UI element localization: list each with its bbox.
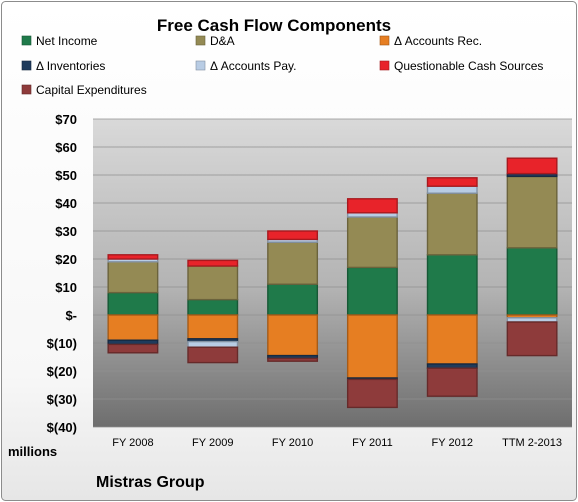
- legend-swatch-capital-expenditures: [21, 84, 32, 95]
- y-axis: $70 $60 $50 $40 $30 $20 $10 $- $(10) $(20) $(30) $(…: [47, 112, 77, 435]
- legend-swatch-inventories: [21, 60, 32, 71]
- bar-capital-expenditures-fy-2008: [107, 343, 159, 354]
- bar-stack-fy-2012: [426, 177, 478, 397]
- plot-area: [93, 119, 572, 427]
- bar-stack-fy-2009: [187, 259, 239, 364]
- bar-capital-expenditures-fy-2009: [187, 346, 239, 364]
- y-tick-label: $60: [55, 140, 77, 155]
- bar-d-a-fy-2008: [107, 261, 159, 294]
- x-tick-label: FY 2012: [432, 437, 473, 449]
- legend-label-net-income: Net Income: [36, 34, 98, 48]
- bar-accounts-rec-fy-2010: [267, 314, 319, 357]
- bar-stack-fy-2008: [107, 254, 159, 354]
- legend-label-d-a: D&A: [210, 34, 235, 48]
- bar-net-income-fy-2010: [267, 283, 319, 316]
- bar-accounts-rec-fy-2012: [426, 314, 478, 365]
- x-tick-label: FY 2010: [272, 437, 313, 449]
- bar-questionable-cash-sources-fy-2010: [267, 230, 319, 241]
- bar-capital-expenditures-fy-2012: [426, 367, 478, 397]
- chart-title: Free Cash Flow Components: [157, 16, 391, 35]
- bar-d-a-ttm-2-2013: [506, 175, 558, 249]
- bar-d-a-fy-2012: [426, 192, 478, 256]
- gridlines: [93, 118, 572, 428]
- legend-label-accounts-pay: Δ Accounts Pay.: [210, 59, 297, 73]
- bar-stack-fy-2010: [267, 230, 319, 362]
- bar-accounts-pay-fy-2012: [426, 185, 478, 194]
- legend-swatch-accounts-rec: [379, 35, 390, 46]
- bar-accounts-rec-fy-2011: [346, 314, 398, 379]
- legend-swatch-net-income: [21, 35, 32, 46]
- bar-questionable-cash-sources-fy-2011: [346, 198, 398, 214]
- y-tick-label: $(30): [47, 392, 77, 407]
- legend-swatch-d-a: [195, 35, 206, 46]
- legend-swatch-accounts-pay: [195, 60, 206, 71]
- y-axis-unit-label: millions: [8, 444, 57, 459]
- bar-questionable-cash-sources-fy-2008: [107, 254, 159, 260]
- x-tick-label: FY 2011: [352, 437, 393, 449]
- legend: Net Income D&A Δ Accounts Rec. Δ Inventorie…: [21, 34, 543, 97]
- y-tick-label: $70: [55, 112, 77, 127]
- legend-label-inventories: Δ Inventories: [36, 59, 105, 73]
- x-axis: FY 2008 FY 2009 FY 2010 FY 2011 FY 2012 TTM 2…: [112, 437, 562, 449]
- bar-stack-fy-2011: [346, 198, 398, 409]
- bar-accounts-rec-fy-2009: [187, 314, 239, 340]
- x-tick-label: FY 2008: [112, 437, 153, 449]
- y-tick-label: $-: [65, 308, 77, 323]
- bar-accounts-rec-fy-2008: [107, 314, 159, 341]
- bar-d-a-fy-2009: [187, 265, 239, 301]
- bar-net-income-fy-2012: [426, 254, 478, 316]
- bar-d-a-fy-2010: [267, 241, 319, 285]
- y-tick-label: $50: [55, 168, 77, 183]
- y-tick-label: $(10): [47, 336, 77, 351]
- bar-questionable-cash-sources-fy-2012: [426, 177, 478, 187]
- bar-accounts-pay-fy-2009: [187, 340, 239, 348]
- bar-questionable-cash-sources-ttm-2-2013: [506, 157, 558, 175]
- bar-net-income-ttm-2-2013: [506, 247, 558, 316]
- legend-swatch-questionable-cash-sources: [379, 60, 390, 71]
- legend-label-capital-expenditures: Capital Expenditures: [36, 83, 147, 97]
- bar-capital-expenditures-ttm-2-2013: [506, 321, 558, 357]
- bar-net-income-fy-2008: [107, 291, 159, 316]
- y-tick-label: $10: [55, 280, 77, 295]
- x-tick-label: FY 2009: [192, 437, 233, 449]
- bar-d-a-fy-2011: [346, 216, 398, 269]
- bars: [107, 157, 558, 409]
- bar-capital-expenditures-fy-2010: [267, 357, 319, 362]
- legend-label-accounts-rec: Δ Accounts Rec.: [394, 34, 482, 48]
- y-tick-label: $(20): [47, 364, 77, 379]
- y-tick-label: $40: [55, 196, 77, 211]
- y-tick-label: $30: [55, 224, 77, 239]
- x-tick-label: TTM 2-2013: [502, 437, 562, 449]
- bar-stack-ttm-2-2013: [506, 157, 558, 357]
- bar-net-income-fy-2009: [187, 298, 239, 316]
- bar-capital-expenditures-fy-2011: [346, 378, 398, 409]
- company-name: Mistras Group: [96, 474, 205, 491]
- y-tick-label: $(40): [47, 420, 77, 435]
- bar-questionable-cash-sources-fy-2009: [187, 259, 239, 267]
- legend-label-questionable-cash-sources: Questionable Cash Sources: [394, 59, 543, 73]
- bar-net-income-fy-2011: [346, 266, 398, 316]
- y-tick-label: $20: [55, 252, 77, 267]
